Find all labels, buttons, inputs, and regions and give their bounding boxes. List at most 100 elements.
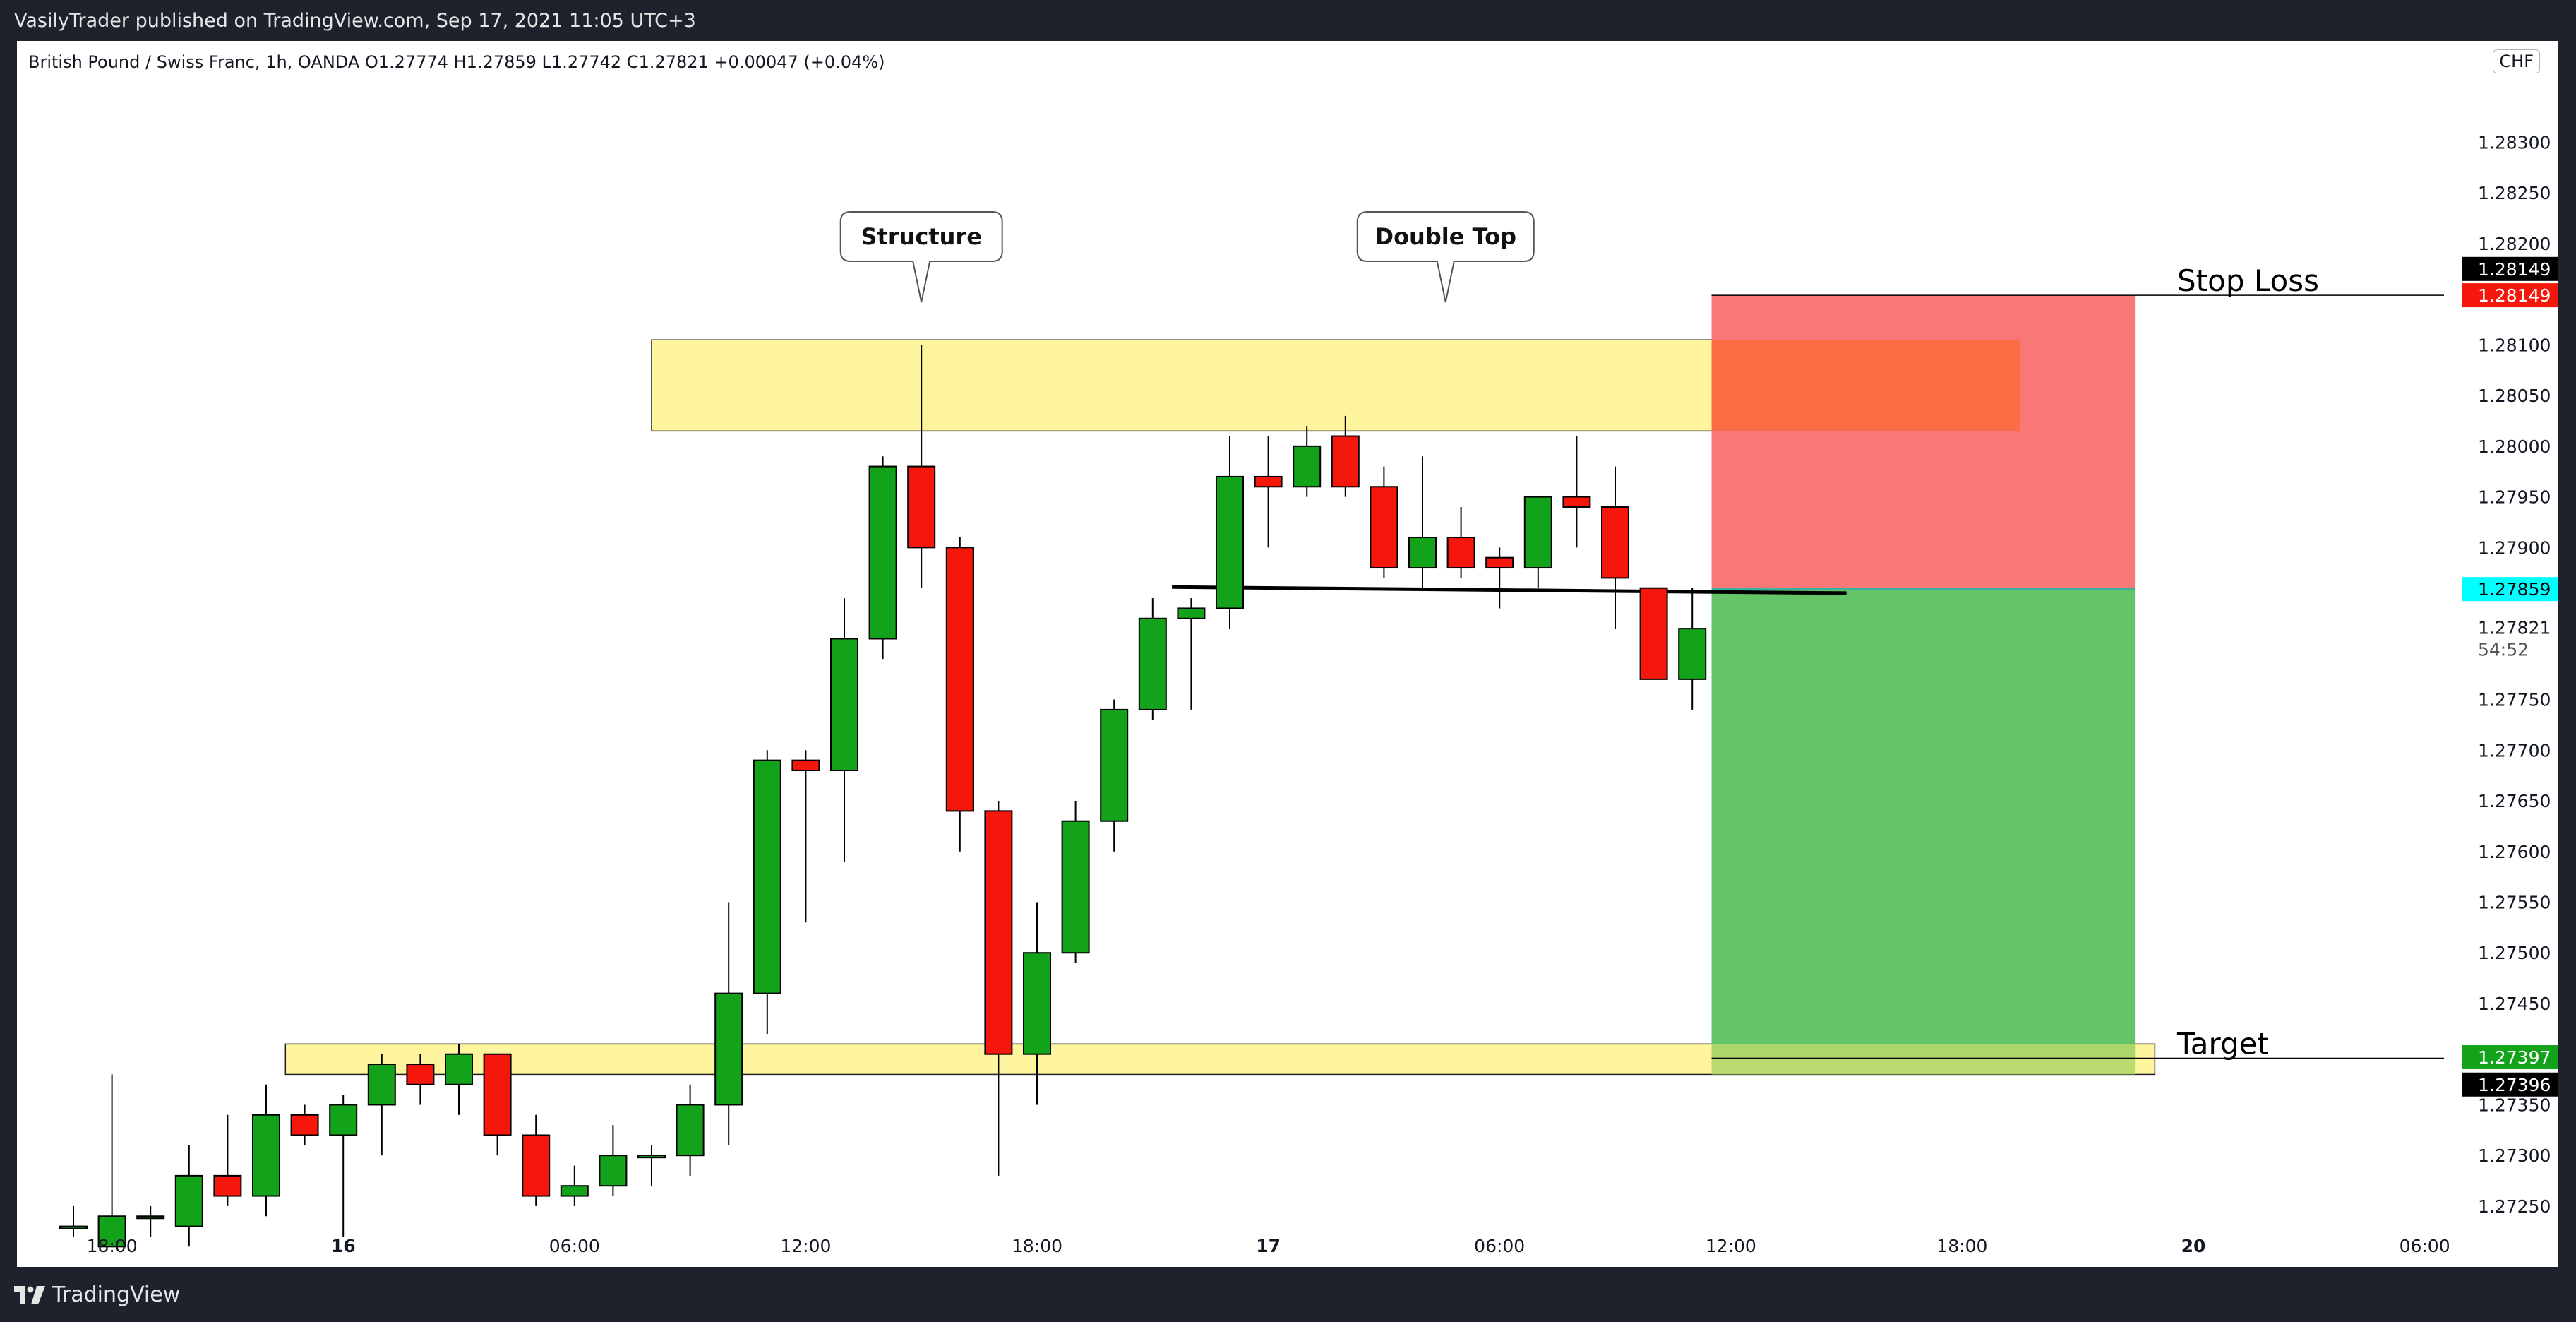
candle-body xyxy=(560,1185,589,1197)
candle-body xyxy=(445,1053,473,1085)
candle-body xyxy=(1061,820,1090,954)
y-tick-label: 1.27500 xyxy=(2478,943,2551,963)
price-badge: 1.27396 xyxy=(2462,1072,2558,1097)
y-tick-label: 1.27450 xyxy=(2478,994,2551,1014)
candle xyxy=(907,345,936,588)
candle-body xyxy=(136,1215,165,1220)
price-chart[interactable]: Stop Loss Target Structure Double Top 1.2830… xyxy=(17,41,2558,1267)
candle-body xyxy=(868,465,897,640)
x-tick-label: 12:00 xyxy=(780,1236,831,1256)
y-tick-label: 1.28100 xyxy=(2478,335,2551,355)
y-tick-label: 1.27350 xyxy=(2478,1095,2551,1115)
candle-body xyxy=(714,992,743,1106)
candle-body xyxy=(1100,708,1129,822)
candle xyxy=(1523,496,1552,588)
callout-bubble xyxy=(839,211,1003,303)
candle xyxy=(1254,436,1283,548)
x-tick-label: 18:00 xyxy=(1012,1236,1062,1256)
brand-name: TradingView xyxy=(52,1282,181,1307)
publisher-bar: VasilyTrader published on TradingView.co… xyxy=(0,0,2576,41)
x-tick-label: 06:00 xyxy=(549,1236,600,1256)
currency-button[interactable]: CHF xyxy=(2493,49,2540,73)
callout-bubble xyxy=(1356,211,1535,303)
target-label: Target xyxy=(2176,1026,2269,1061)
candle xyxy=(1100,699,1129,852)
zone-overlap xyxy=(1711,340,2020,431)
price-badge: 1.27859 xyxy=(2462,577,2558,602)
candle-body xyxy=(1331,435,1360,488)
candle-body xyxy=(290,1114,319,1136)
candle-body xyxy=(329,1104,358,1136)
candle xyxy=(560,1165,589,1206)
candle xyxy=(522,1114,551,1206)
candle xyxy=(599,1125,628,1196)
candle-body xyxy=(367,1064,396,1106)
y-tick-label: 1.27700 xyxy=(2478,740,2551,761)
y-tick-label: 1.28050 xyxy=(2478,386,2551,406)
candle xyxy=(445,1044,473,1115)
y-tick-label: 1.28300 xyxy=(2478,132,2551,153)
footer-bar: TradingView xyxy=(0,1267,2576,1322)
y-tick-label: 1.28250 xyxy=(2478,183,2551,203)
candle xyxy=(136,1205,165,1237)
last-price-label: 1.27821 xyxy=(2478,618,2551,638)
candle-body xyxy=(1216,475,1244,609)
candle-body xyxy=(945,547,974,812)
candle-body xyxy=(753,759,781,994)
price-badge-bg xyxy=(2462,1072,2558,1097)
tradingview-brand[interactable]: TradingView xyxy=(14,1282,180,1307)
candle-body xyxy=(406,1064,435,1085)
price-badge-bg xyxy=(2462,577,2558,602)
callout: Double Top xyxy=(1356,211,1535,303)
candle-body xyxy=(791,759,820,771)
candle-body xyxy=(174,1174,203,1227)
price-badge-text: 1.27397 xyxy=(2478,1047,2551,1068)
zone-overlap-target xyxy=(1711,1044,2136,1075)
stop-loss-area xyxy=(1711,295,2136,590)
target-area xyxy=(1711,589,2136,1059)
y-tick-label: 1.28000 xyxy=(2478,436,2551,457)
candle-body xyxy=(1254,475,1283,488)
candle-body xyxy=(59,1225,88,1229)
candle xyxy=(406,1054,435,1105)
y-tick-label: 1.27300 xyxy=(2478,1145,2551,1166)
candle xyxy=(714,902,743,1145)
candle-body xyxy=(1601,506,1629,579)
candle xyxy=(483,1053,512,1156)
candle xyxy=(1446,506,1475,578)
candle-body xyxy=(637,1155,666,1159)
candle xyxy=(1601,466,1629,629)
price-badge-bg xyxy=(2462,1045,2558,1070)
candle xyxy=(1639,587,1668,680)
neckline xyxy=(1172,585,1847,595)
price-badge-text: 1.28149 xyxy=(2478,259,2551,280)
candle xyxy=(1293,426,1322,497)
candle-body xyxy=(1678,628,1707,680)
candle-body xyxy=(907,465,936,549)
price-badge-text: 1.27396 xyxy=(2478,1075,2551,1095)
candle xyxy=(1061,801,1090,963)
chart-area[interactable]: Stop Loss Target Structure Double Top 1.2830… xyxy=(17,41,2558,1267)
y-tick-label: 1.28200 xyxy=(2478,234,2551,254)
candle xyxy=(1408,456,1437,588)
candle-body xyxy=(1446,537,1475,569)
candle xyxy=(213,1114,242,1206)
x-tick-label: 12:00 xyxy=(1706,1236,1756,1256)
y-tick-label: 1.27750 xyxy=(2478,690,2551,710)
candle xyxy=(1023,902,1051,1105)
candle-body xyxy=(984,810,1013,1055)
candle xyxy=(637,1145,666,1186)
candle-body xyxy=(1293,445,1322,488)
candle-body xyxy=(1177,607,1206,619)
callout-text: Double Top xyxy=(1375,223,1517,250)
candle xyxy=(830,598,858,862)
candle xyxy=(1216,436,1244,629)
x-tick-label: 18:00 xyxy=(1936,1236,1987,1256)
x-tick-label: 16 xyxy=(331,1236,356,1256)
candle xyxy=(1138,598,1167,720)
symbol-legend: British Pound / Swiss Franc, 1h, OANDA O… xyxy=(28,52,885,72)
candle-body xyxy=(213,1174,242,1197)
price-badge: 1.28149 xyxy=(2462,256,2558,281)
candle-body xyxy=(1639,587,1668,680)
candle xyxy=(868,456,897,660)
